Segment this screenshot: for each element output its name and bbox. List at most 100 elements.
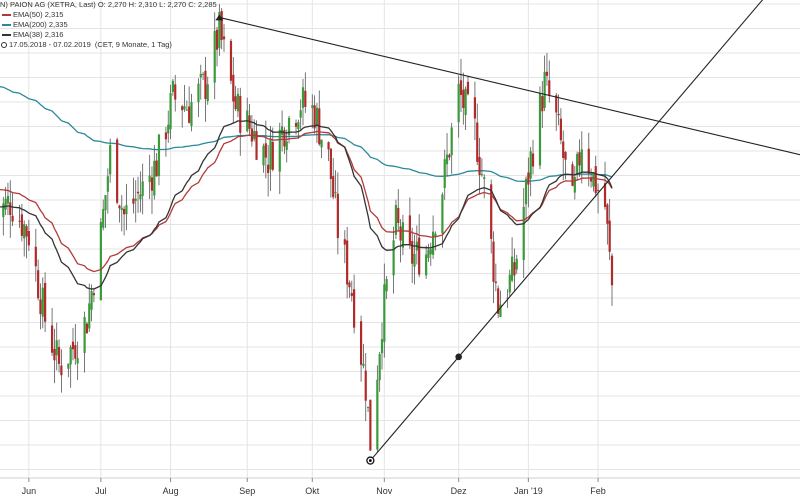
candle-body: [545, 71, 549, 76]
candle-body: [490, 184, 493, 239]
candle-body: [425, 254, 428, 276]
candle-body: [150, 177, 154, 191]
candle-body: [353, 289, 356, 328]
legend-ema38[interactable]: EMA(38) 2,316: [0, 30, 217, 40]
candle-body: [610, 255, 614, 286]
candle-body: [589, 177, 593, 182]
candle-body: [229, 40, 233, 81]
candle-body: [88, 303, 91, 329]
candle-body: [594, 166, 597, 194]
candle-body: [473, 97, 477, 119]
candle-body: [408, 215, 411, 244]
candle-body: [392, 240, 395, 276]
x-tick-label: Nov: [376, 486, 393, 496]
ema38-value: 2,316: [44, 30, 64, 39]
candle-body: [185, 109, 188, 111]
candle-body: [218, 11, 221, 49]
candle-body: [37, 270, 40, 299]
candle-body: [462, 89, 465, 109]
candle-body: [25, 226, 28, 237]
candle-body: [183, 106, 186, 110]
ohlc-readout: O: 2,270 H: 2,310 L: 2,270 C: 2,285: [97, 0, 217, 9]
candle-body: [543, 71, 546, 108]
candle-body: [359, 321, 363, 365]
instrument-title: PAION AG (XETRA, Last): [10, 0, 96, 9]
candle-body: [181, 106, 184, 111]
candle-body: [401, 222, 405, 248]
candle-body: [188, 106, 191, 123]
candle-body: [204, 70, 207, 99]
candle-body: [136, 191, 140, 194]
candle-body: [125, 205, 128, 215]
candle-body: [9, 202, 12, 216]
candle-body: [480, 174, 483, 176]
candle-body: [320, 139, 323, 148]
candle-body: [27, 231, 30, 246]
candle-body: [34, 246, 37, 267]
candle-body: [573, 177, 576, 193]
candle-body: [494, 281, 497, 284]
candle-body: [508, 274, 511, 293]
candle-body: [383, 284, 386, 342]
candle-body: [167, 124, 170, 134]
candle-body: [215, 29, 219, 50]
candle-body: [397, 207, 400, 223]
candle-body: [592, 172, 595, 187]
candle-body: [555, 95, 558, 113]
x-tick-label: Dez: [451, 486, 468, 496]
candle-body: [299, 110, 302, 118]
candle-body: [199, 73, 202, 78]
candle-body: [450, 127, 453, 156]
legend-ema200[interactable]: EMA(200) 2,335: [0, 20, 217, 30]
candle-body: [23, 224, 26, 239]
x-tick-label: Sep: [239, 486, 255, 496]
candle-body: [334, 192, 337, 194]
candle-body: [74, 345, 77, 359]
candle-body: [301, 87, 305, 108]
candle-body: [69, 346, 72, 365]
candle-body: [118, 205, 121, 209]
trendline-resistance-start-marker: [215, 14, 224, 21]
candle-body: [280, 126, 284, 135]
trendline-support: [369, 0, 764, 461]
ema200-value: 2,335: [48, 20, 68, 29]
candle-body: [141, 181, 144, 196]
candle-body: [399, 226, 402, 241]
candle-body: [155, 160, 158, 177]
candle-body: [132, 198, 135, 204]
candle-body: [434, 233, 437, 237]
ema38-swatch: [2, 34, 11, 36]
candle-body: [139, 194, 142, 200]
candle-body: [557, 113, 560, 116]
candle-body: [329, 148, 332, 179]
candle-body: [332, 176, 335, 198]
candle-body: [278, 129, 281, 172]
candle-body: [148, 175, 151, 183]
candle-body: [236, 93, 240, 112]
candle-body: [476, 122, 479, 162]
candle-body: [427, 249, 430, 258]
legend-ema50[interactable]: EMA(50) 2,315: [0, 10, 217, 20]
candle-body: [527, 172, 530, 185]
candle-body: [287, 117, 291, 136]
candle-body: [529, 151, 532, 179]
ema200-line: [0, 86, 613, 182]
ema38-line: [0, 120, 613, 290]
legend-header: N) PAION AG (XETRA, Last) O: 2,270 H: 2,…: [0, 0, 217, 10]
candle-body: [248, 115, 251, 129]
candle-body: [153, 160, 156, 196]
candle-body: [190, 102, 193, 126]
candle-body: [445, 154, 449, 165]
candle-body: [294, 122, 298, 127]
candle-body: [457, 83, 460, 123]
candle-body: [55, 340, 58, 356]
candle-body: [313, 105, 316, 129]
ema50-value: 2,315: [44, 10, 64, 19]
candle-body: [106, 176, 109, 192]
candle-body: [71, 341, 75, 350]
candle-body: [102, 208, 105, 228]
candle-body: [380, 339, 384, 354]
candle-body: [6, 196, 10, 204]
